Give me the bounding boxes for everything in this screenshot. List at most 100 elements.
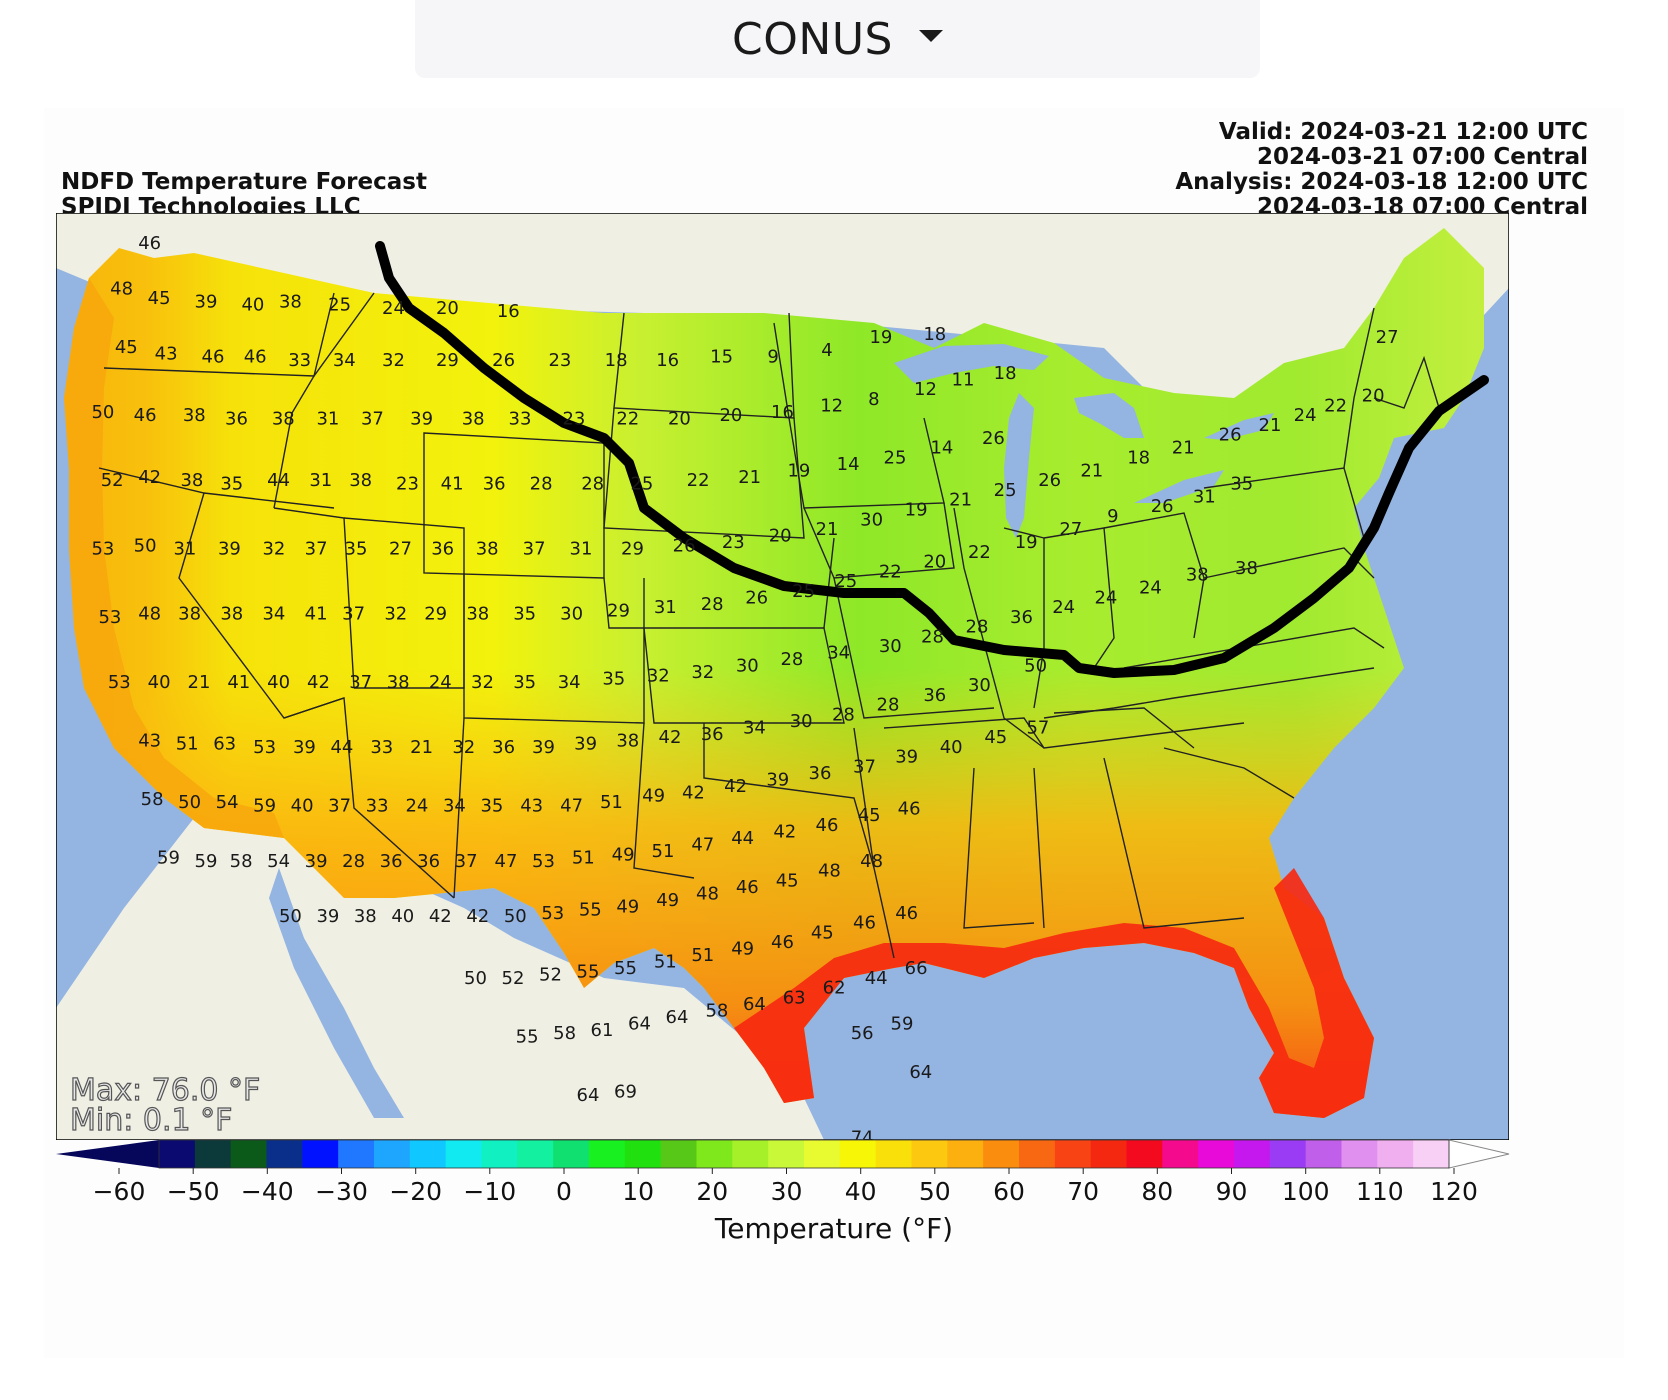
colorbar-segment-26 — [1090, 1140, 1128, 1168]
city-temperature-103: 41 — [305, 604, 328, 625]
canada-land — [56, 213, 1509, 438]
city-temperature-190: 39 — [766, 770, 789, 791]
mexico-land — [56, 818, 824, 1140]
city-temperature-78: 31 — [570, 539, 593, 560]
city-temperature-100: 38 — [178, 604, 201, 625]
valid-utc: Valid: 2024-03-21 12:00 UTC — [1218, 119, 1588, 145]
city-temperature-260: 64 — [909, 1062, 932, 1083]
city-temperature-242: 45 — [811, 922, 834, 943]
city-temperature-26: 18 — [923, 324, 946, 345]
city-temperature-223: 50 — [504, 906, 527, 927]
city-temperature-45: 11 — [952, 369, 975, 390]
city-temperature-42: 12 — [820, 395, 843, 416]
city-temperature-117: 20 — [923, 552, 946, 573]
city-temperature-148: 24 — [1094, 587, 1117, 608]
city-temperature-2: 45 — [148, 288, 171, 309]
city-temperature-50: 35 — [220, 474, 243, 495]
city-temperature-187: 49 — [642, 786, 665, 807]
city-temperature-170: 28 — [877, 695, 900, 716]
city-temperature-24: 4 — [821, 340, 832, 361]
west-coast-band — [64, 278, 284, 838]
colorbar-segment-13 — [624, 1140, 662, 1168]
city-temperature-211: 47 — [691, 835, 714, 856]
city-temperature-163: 39 — [574, 734, 597, 755]
city-temperature-35: 38 — [462, 408, 485, 429]
city-temperature-144: 28 — [921, 626, 944, 647]
city-temperature-56: 36 — [483, 474, 506, 495]
city-temperature-165: 42 — [659, 727, 682, 748]
city-temperature-107: 38 — [466, 604, 489, 625]
city-temperature-136: 34 — [558, 672, 581, 693]
city-temperature-132: 38 — [387, 672, 410, 693]
city-temperature-32: 31 — [316, 408, 339, 429]
city-temperature-93: 21 — [1259, 415, 1282, 436]
city-temperature-49: 38 — [180, 470, 203, 491]
city-temperature-208: 51 — [572, 848, 595, 869]
city-temperature-231: 48 — [818, 861, 841, 882]
city-temperature-28: 46 — [134, 405, 157, 426]
city-temperature-159: 21 — [410, 737, 433, 758]
city-temperature-233: 50 — [464, 968, 487, 989]
colorbar-tick-label-2: −40 — [241, 1177, 294, 1206]
city-temperature-184: 43 — [520, 796, 543, 817]
city-temperature-84: 30 — [860, 509, 883, 530]
city-temperature-13: 46 — [244, 347, 267, 368]
colorbar-tick-label-0: −60 — [93, 1177, 146, 1206]
city-temperature-249: 64 — [666, 1007, 689, 1028]
colorbar-segment-2 — [230, 1140, 268, 1168]
city-temperature-246: 58 — [553, 1023, 576, 1044]
city-temperature-151: 38 — [1235, 558, 1258, 579]
colorbar-tick-label-7: 10 — [622, 1177, 654, 1206]
city-temperature-200: 54 — [267, 851, 290, 872]
city-temperature-118: 22 — [968, 542, 991, 563]
city-temperature-161: 36 — [492, 737, 515, 758]
city-temperature-102: 34 — [262, 604, 285, 625]
colorbar-tick-label-1: −50 — [167, 1177, 220, 1206]
city-temperature-10: 45 — [115, 337, 138, 358]
city-temperature-141: 28 — [780, 649, 803, 670]
city-temperature-109: 30 — [560, 604, 583, 625]
city-temperature-41: 16 — [771, 402, 794, 423]
city-temperature-1: 48 — [110, 278, 133, 299]
city-temperature-189: 42 — [724, 776, 747, 797]
colorbar-tick-label-18: 120 — [1430, 1177, 1478, 1206]
city-temperature-162: 39 — [532, 737, 555, 758]
city-temperature-155: 53 — [253, 737, 276, 758]
city-temperature-3: 39 — [195, 291, 218, 312]
city-temperature-134: 32 — [471, 672, 494, 693]
city-temperature-250: 58 — [705, 1000, 728, 1021]
city-temperature-88: 26 — [1038, 470, 1061, 491]
city-temperature-120: 27 — [1059, 519, 1082, 540]
city-temperature-19: 23 — [548, 350, 571, 371]
us-warm-overlay — [64, 228, 1484, 1118]
city-temperature-86: 21 — [949, 490, 972, 511]
city-temperature-55: 41 — [441, 474, 464, 495]
colorbar-segment-24 — [1019, 1140, 1056, 1168]
city-temperature-79: 29 — [621, 539, 644, 560]
city-temperature-9: 16 — [497, 301, 520, 322]
city-temperature-89: 21 — [1080, 461, 1103, 482]
colorbar-segment-29 — [1198, 1140, 1235, 1168]
colorbar-segment-25 — [1054, 1140, 1092, 1168]
region-selector-dropdown[interactable]: CONUS — [415, 0, 1260, 78]
city-temperature-199: 58 — [230, 851, 253, 872]
city-temperature-48: 42 — [138, 467, 161, 488]
colorbar-segment-30 — [1234, 1140, 1271, 1168]
city-temperature-226: 49 — [616, 896, 639, 917]
city-temperature-110: 29 — [607, 600, 630, 621]
colorbar-segment-33 — [1341, 1140, 1378, 1168]
city-temperature-34: 39 — [410, 408, 433, 429]
colorbar-tick-label-6: 0 — [556, 1177, 572, 1206]
city-temperature-123: 31 — [1193, 487, 1216, 508]
gulf-of-california — [269, 868, 404, 1118]
city-temperature-105: 32 — [384, 604, 407, 625]
city-temperature-232: 48 — [860, 851, 883, 872]
colorbar-segment-11 — [553, 1140, 590, 1168]
city-temperature-224: 53 — [541, 903, 564, 924]
city-temperature-255: 66 — [905, 958, 928, 979]
city-temperature-29: 38 — [183, 405, 206, 426]
colorbar-segment-7 — [409, 1140, 447, 1168]
city-temperature-125: 53 — [108, 672, 131, 693]
figure-title: NDFD Temperature Forecast SPIDI Technolo… — [61, 170, 427, 220]
lake-huron — [1074, 393, 1144, 438]
